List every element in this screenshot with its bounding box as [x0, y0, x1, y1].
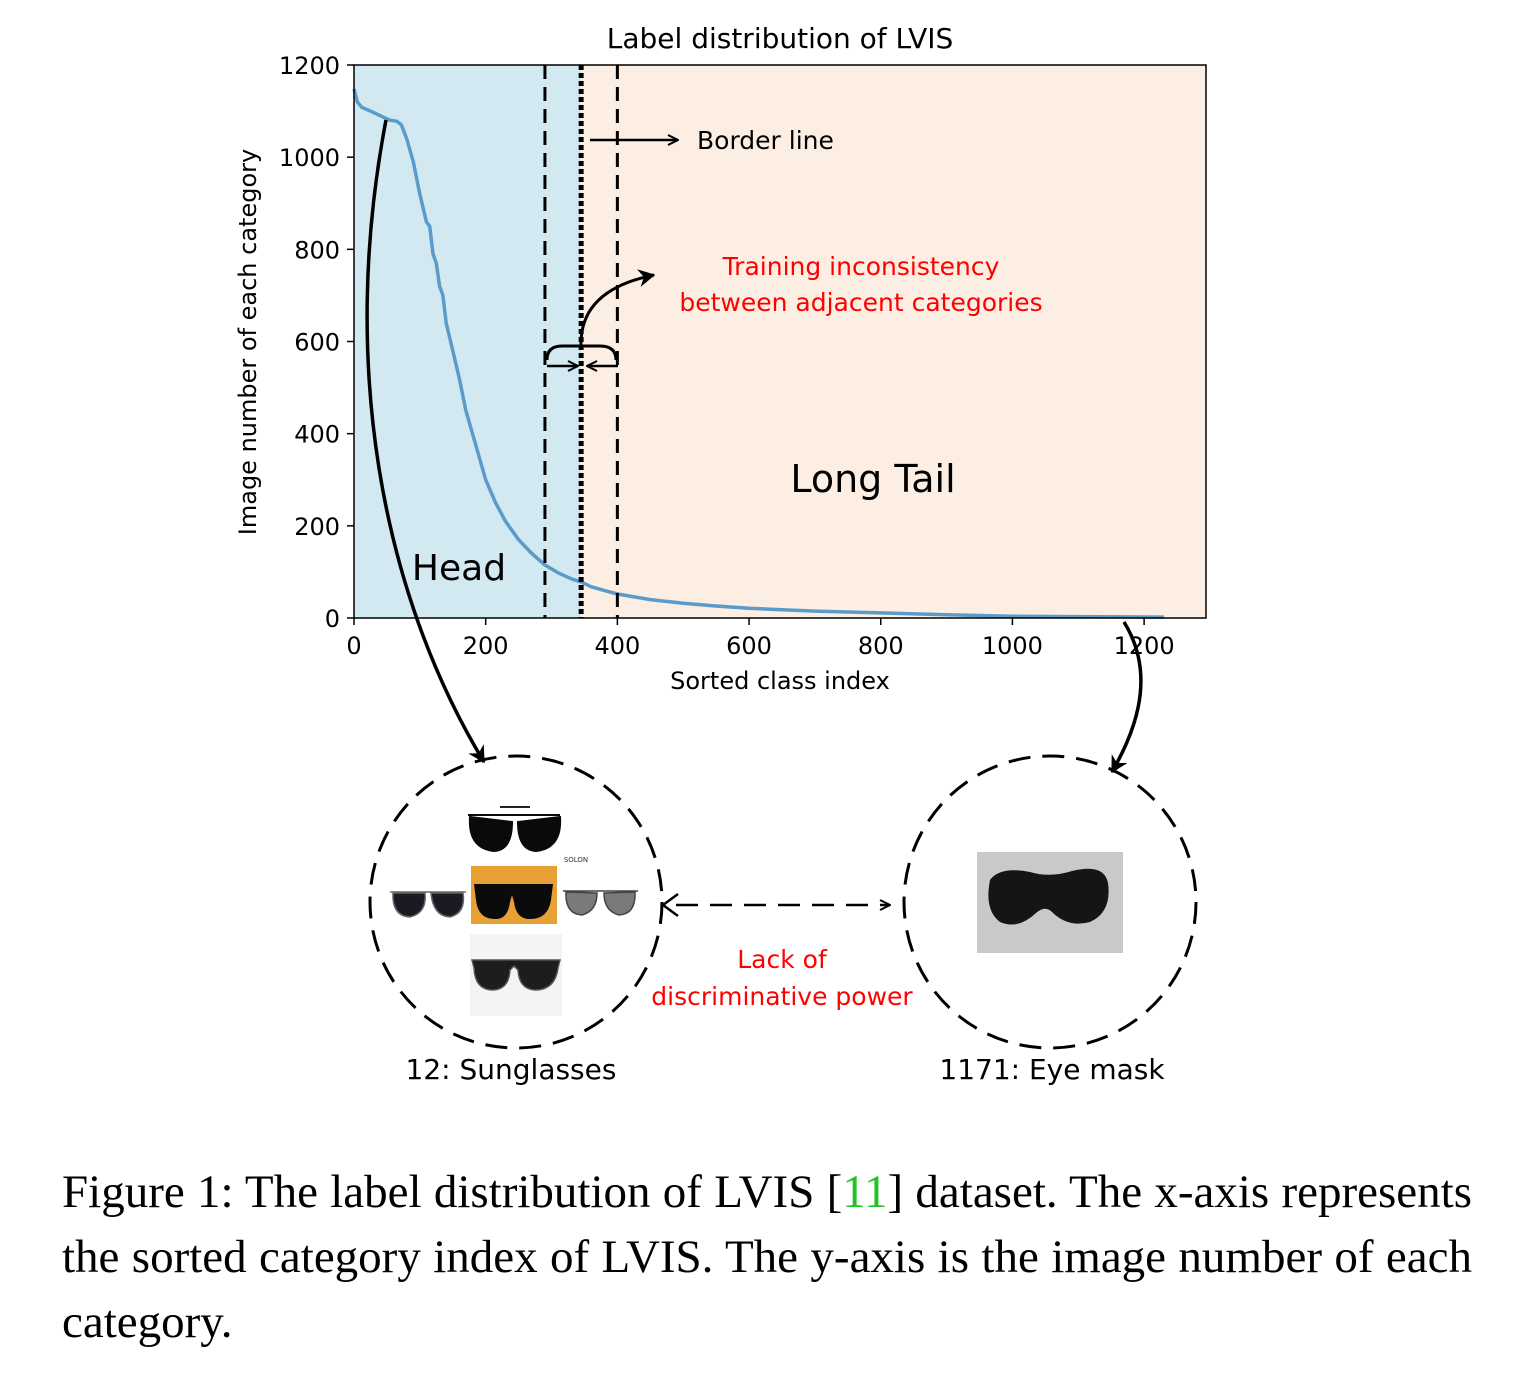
- caption-part1: Figure 1: The label distribution of LVIS…: [62, 1166, 843, 1218]
- comparison-arrow-left-head: [660, 892, 679, 918]
- square-sunglasses-icon: [471, 959, 561, 991]
- x-tick-label: 1000: [982, 632, 1043, 660]
- head-region: [354, 65, 582, 618]
- eye-mask-circle: [902, 754, 1198, 1050]
- head-label: Head: [412, 548, 506, 589]
- x-tick-label: 800: [858, 632, 904, 660]
- caption-part2: ] dataset. The x-axis represents the sor…: [62, 1166, 1472, 1348]
- long-tail-label: Long Tail: [790, 457, 955, 501]
- x-tick-label: 600: [726, 632, 772, 660]
- bracket: [545, 344, 618, 361]
- arrow-to-eye-mask: [1110, 621, 1143, 774]
- x-tick-label: 400: [594, 632, 640, 660]
- y-tick-label: 200: [294, 513, 340, 541]
- figure-caption: Figure 1: The label distribution of LVIS…: [62, 1160, 1472, 1355]
- y-tick-label: 1000: [279, 144, 340, 172]
- sunglasses-circle: [368, 754, 664, 1050]
- long-tail-region: [581, 65, 1206, 618]
- x-tick-label: 0: [346, 632, 361, 660]
- arrow-to-sunglasses: [365, 119, 486, 764]
- aviator-sunglasses-icon: [468, 814, 562, 853]
- y-axis-label: Image number of each category: [234, 149, 262, 535]
- round-sunglasses-icon: [390, 891, 466, 918]
- inconsistency-arrow: [579, 269, 656, 346]
- y-tick-label: 800: [294, 236, 340, 264]
- inconsistency-label-line2: between adjacent categories: [679, 288, 1042, 317]
- border-line-label: Border line: [697, 126, 834, 155]
- eye-mask-image: [977, 852, 1123, 953]
- solon-text: SOLON: [564, 856, 588, 864]
- eye-mask-icon: [988, 868, 1109, 925]
- y-tick-label: 1200: [279, 52, 340, 80]
- y-tick-label: 600: [294, 329, 340, 357]
- gray-aviator-icon: [563, 890, 638, 916]
- lack-label-line1: Lack of: [737, 945, 828, 974]
- lack-label-line2: discriminative power: [651, 982, 913, 1011]
- x-tick-label: 200: [463, 632, 509, 660]
- wayfarer-sunglasses-icon: [474, 884, 553, 920]
- x-tick-label: 1200: [1114, 632, 1175, 660]
- sunglasses-images: SOLON: [386, 794, 643, 1016]
- y-tick-label: 0: [325, 605, 340, 633]
- y-axis-ticks: 0 200 400 600 800 1000 1200: [279, 52, 354, 633]
- citation-link[interactable]: 11: [842, 1166, 888, 1218]
- chart-title: Label distribution of LVIS: [607, 22, 954, 55]
- inconsistency-label-line1: Training inconsistency: [722, 252, 1000, 281]
- distribution-curve: [352, 88, 1164, 619]
- y-tick-label: 400: [294, 421, 340, 449]
- x-axis-label: Sorted class index: [670, 667, 890, 695]
- eye-mask-label: 1171: Eye mask: [939, 1053, 1165, 1086]
- x-axis-ticks: 0 200 400 600 800 1000 1200: [346, 618, 1175, 660]
- sunglasses-label: 12: Sunglasses: [406, 1053, 617, 1086]
